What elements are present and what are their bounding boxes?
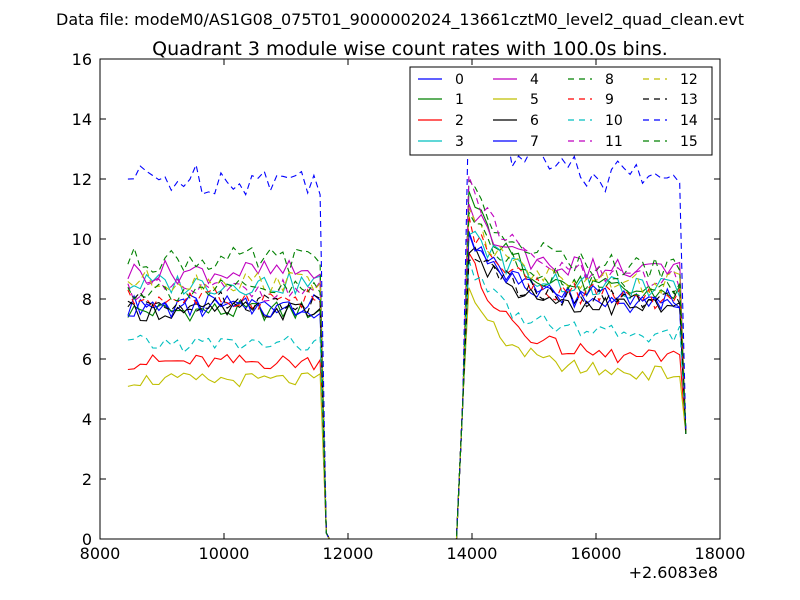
y-tick-label: 4 <box>82 410 92 429</box>
legend-label-11: 11 <box>605 134 623 150</box>
legend-frame <box>409 66 713 156</box>
series-line-14 <box>127 92 687 540</box>
y-tick-label: 8 <box>82 290 92 309</box>
legend-label-15: 15 <box>680 134 698 150</box>
series-line-0 <box>127 231 687 540</box>
series-line-11 <box>127 175 687 540</box>
legend-label-0: 0 <box>455 72 464 88</box>
legend-label-5: 5 <box>530 92 539 108</box>
series-line-12 <box>127 207 687 540</box>
series-layer <box>127 92 687 540</box>
legend-label-12: 12 <box>680 72 698 88</box>
x-tick-label: 18000 <box>695 544 746 563</box>
y-tick-label: 2 <box>82 470 92 489</box>
data-file-header: Data file: modeM0/AS1G08_075T01_90000020… <box>56 10 744 30</box>
legend-label-2: 2 <box>455 113 464 129</box>
x-tick-label: 14000 <box>447 544 498 563</box>
series-line-8 <box>127 178 687 540</box>
x-tick-label: 16000 <box>571 544 622 563</box>
y-tick-label: 0 <box>82 530 92 549</box>
legend-label-10: 10 <box>605 113 623 129</box>
series-line-1 <box>127 190 687 540</box>
legend-label-14: 14 <box>680 113 698 129</box>
x-tick-label: 10000 <box>199 544 250 563</box>
axis-ticks: 8000 10000 12000 14000 16000 1800002468101214… <box>72 50 746 563</box>
legend-label-6: 6 <box>530 113 539 129</box>
series-line-3 <box>127 230 687 540</box>
legend-label-4: 4 <box>530 72 539 88</box>
legend-label-3: 3 <box>455 134 464 150</box>
y-tick-label: 12 <box>72 170 92 189</box>
series-line-6 <box>127 246 687 540</box>
legend-label-8: 8 <box>605 72 614 88</box>
y-tick-label: 6 <box>82 350 92 369</box>
series-line-10 <box>127 259 687 540</box>
y-tick-label: 10 <box>72 230 92 249</box>
series-line-9 <box>127 215 687 540</box>
y-tick-label: 14 <box>72 110 92 129</box>
series-line-13 <box>127 258 687 540</box>
series-line-15 <box>127 210 687 540</box>
legend-label-9: 9 <box>605 92 614 108</box>
series-line-4 <box>127 203 687 540</box>
x-axis-offset-label: +2.6083e8 <box>629 563 718 582</box>
chart-title: Quadrant 3 module wise count rates with … <box>152 38 668 60</box>
series-line-7 <box>127 233 687 540</box>
y-tick-label: 16 <box>72 50 92 69</box>
legend-label-7: 7 <box>530 134 539 150</box>
x-tick-label: 8000 <box>80 544 121 563</box>
series-line-5 <box>127 287 687 540</box>
legend-label-13: 13 <box>680 92 698 108</box>
x-tick-label: 12000 <box>323 544 374 563</box>
legend-label-1: 1 <box>455 92 464 108</box>
